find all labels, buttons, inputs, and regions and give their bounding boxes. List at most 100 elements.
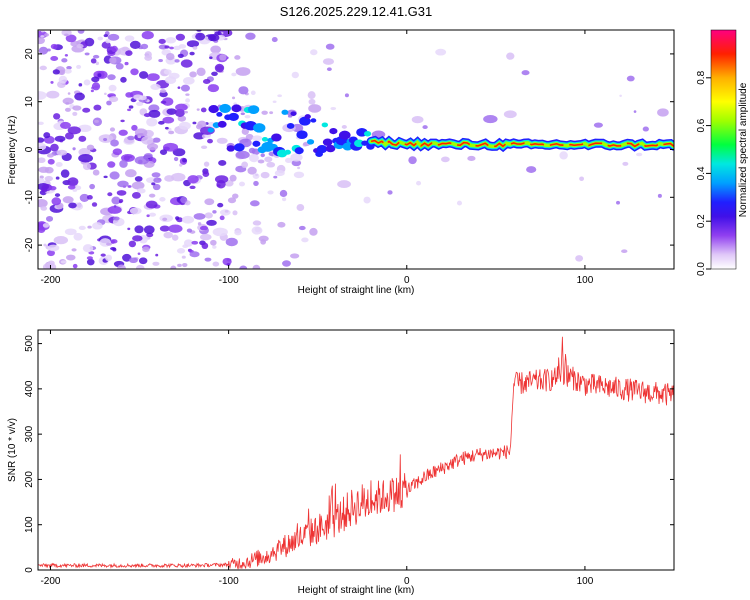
noise-speckle [456, 200, 463, 206]
noise-speckle [117, 180, 129, 188]
noise-speckle [72, 189, 78, 192]
noise-speckle [62, 196, 74, 204]
noise-speckle [202, 78, 211, 85]
noise-speckle [216, 179, 226, 189]
noise-speckle [189, 185, 196, 190]
noise-speckle [193, 132, 206, 140]
noise-speckle [116, 190, 127, 196]
noise-speckle [165, 52, 175, 61]
noise-speckle [575, 255, 584, 262]
noise-speckle [107, 74, 116, 81]
noise-speckle [145, 177, 156, 184]
noise-speckle [130, 68, 139, 76]
noise-speckle [175, 33, 186, 41]
noise-speckle [626, 75, 635, 82]
snr-x-ticks: -200 -100 0 100 [40, 330, 594, 587]
noise-speckle [82, 244, 94, 253]
noise-speckle [38, 199, 48, 208]
noise-speckle [139, 95, 147, 101]
noise-speckle [97, 36, 103, 41]
noise-speckle [211, 71, 218, 77]
noise-speckle [103, 34, 109, 38]
noise-speckle [234, 229, 242, 236]
noise-speckle [120, 76, 127, 83]
signal-blob [253, 123, 266, 133]
noise-speckle [91, 76, 100, 83]
noise-speckle [308, 104, 322, 113]
noise-speckle [186, 228, 193, 233]
spectrogram-x-tick-label: 0 [404, 275, 410, 286]
noise-speckle [78, 83, 83, 87]
noise-speckle [180, 84, 190, 92]
noise-speckle [73, 232, 83, 241]
noise-speckle [282, 197, 287, 202]
noise-speckle [180, 196, 188, 204]
noise-speckle [298, 225, 306, 231]
noise-speckle [200, 233, 212, 241]
noise-speckle [141, 31, 154, 40]
noise-speckle [204, 198, 215, 206]
noise-speckle [201, 242, 209, 250]
noise-speckle [92, 222, 103, 230]
noise-speckle [55, 162, 63, 167]
noise-speckle [91, 202, 98, 207]
noise-speckle [212, 261, 220, 267]
noise-speckle [153, 177, 162, 183]
noise-speckle [232, 210, 238, 216]
noise-speckle [241, 128, 249, 135]
noise-speckle [185, 98, 191, 103]
noise-speckle [277, 221, 286, 228]
noise-speckle [483, 115, 498, 124]
noise-speckle [250, 90, 256, 95]
noise-speckle [657, 108, 669, 117]
noise-speckle [46, 153, 54, 158]
noise-speckle [261, 110, 268, 115]
noise-speckle [271, 37, 278, 43]
noise-speckle [105, 254, 113, 262]
noise-speckle [106, 100, 112, 106]
noise-speckle [422, 125, 428, 130]
colorbar-tick-label: 0.8 [696, 70, 707, 84]
noise-speckle [108, 84, 117, 92]
noise-speckle [76, 43, 84, 49]
spectrogram-y-label: Frequency (Hz) [7, 116, 18, 185]
noise-speckle [138, 257, 148, 265]
snr-x-tick-label: -100 [219, 576, 239, 587]
noise-speckle [267, 190, 274, 195]
signal-blob [361, 140, 369, 146]
signal-blob [296, 130, 308, 140]
noise-speckle [141, 136, 154, 145]
noise-speckle [38, 157, 46, 164]
noise-speckle [341, 125, 347, 129]
noise-speckle [78, 124, 92, 133]
signal-blob [226, 145, 235, 152]
noise-speckle [125, 92, 134, 98]
signal-blob [290, 111, 297, 116]
noise-speckle [43, 243, 47, 247]
noise-speckle [74, 185, 82, 191]
noise-speckle [214, 63, 225, 73]
noise-speckle [76, 64, 82, 69]
spectrogram-y-tick-label: -10 [24, 190, 35, 205]
noise-speckle [121, 46, 129, 52]
noise-speckle [117, 264, 127, 269]
noise-speckle [182, 76, 195, 85]
noise-speckle [64, 68, 72, 74]
noise-speckle [148, 109, 161, 118]
spectrogram-y-tick-label: 20 [24, 48, 35, 60]
noise-speckle [174, 59, 180, 63]
noise-speckle [196, 67, 206, 77]
noise-speckle [146, 214, 150, 218]
noise-speckle [89, 183, 96, 190]
noise-speckle [204, 257, 212, 262]
noise-speckle [134, 225, 144, 234]
noise-speckle [155, 253, 159, 257]
noise-speckle [207, 138, 213, 144]
noise-speckle [252, 220, 262, 226]
snr-frame [37, 329, 675, 571]
noise-speckle [53, 113, 61, 120]
snr-y-tick-label: 0 [24, 567, 35, 573]
noise-speckle [131, 181, 145, 190]
noise-speckle [169, 46, 174, 50]
noise-speckle [109, 127, 116, 132]
